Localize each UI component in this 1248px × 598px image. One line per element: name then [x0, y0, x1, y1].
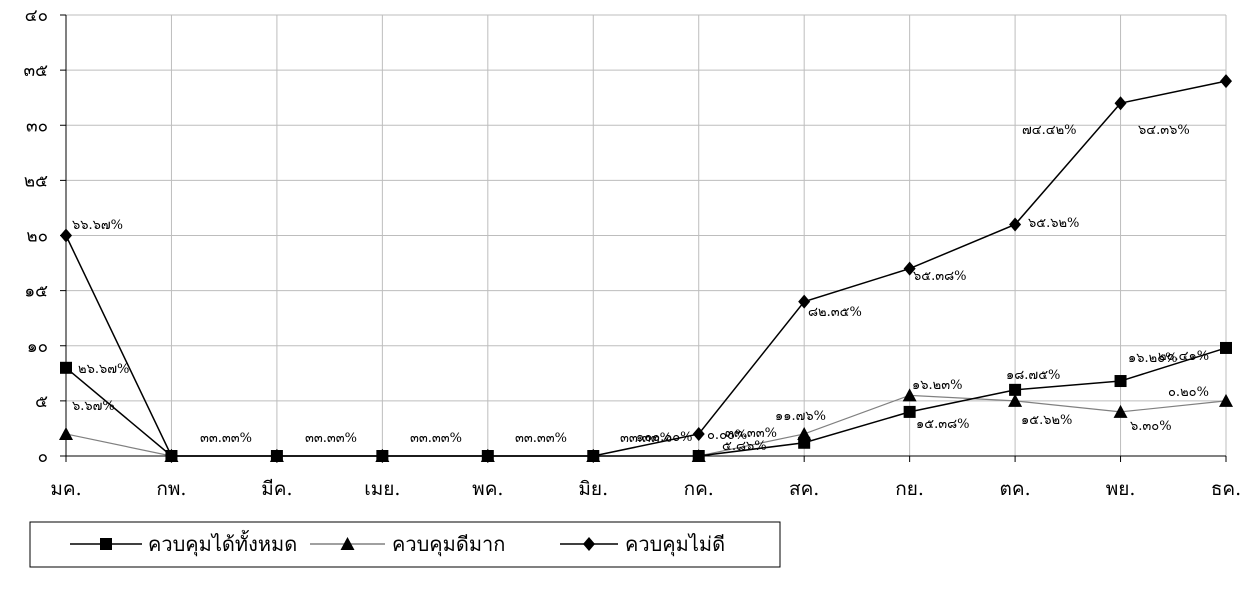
data-label: ๓๓.๓๓% [305, 431, 357, 446]
x-tick-label: เมย. [364, 478, 400, 500]
diamond-marker [481, 449, 494, 463]
diamond-marker [60, 228, 72, 243]
series-diamond [60, 74, 1232, 463]
legend-label: ควบคุมดีมาก [392, 532, 505, 557]
data-label: ๖๖.๖๗% [72, 218, 123, 233]
square-marker [1114, 375, 1127, 388]
y-tick-label: ๒๕ [24, 171, 48, 191]
series-line [65, 80, 1227, 457]
data-label: ๖๕.๓๘% [913, 269, 967, 284]
data-label: ๓๓.๓๓% [725, 426, 777, 441]
y-tick-label: ๐ [38, 447, 48, 467]
diamond-marker [1220, 74, 1232, 89]
data-label: ๑๖.๒๐% [1128, 351, 1178, 366]
y-tick-label: ๓๐ [26, 116, 48, 136]
diamond-marker [1114, 96, 1127, 111]
x-tick-label: ตค. [1000, 478, 1031, 500]
legend-item: ควบคุมได้ทั้งหมด [70, 530, 297, 557]
data-label: ๑๘.๗๕% [1006, 368, 1060, 383]
legend-item: ควบคุมไม่ดี [560, 532, 725, 557]
data-label: ๗๔.๔๒% [1022, 123, 1077, 138]
square-marker [692, 450, 705, 462]
square-marker [1220, 341, 1232, 354]
triangle-marker [1113, 404, 1128, 418]
diamond-marker [270, 449, 283, 463]
diamond-marker [692, 426, 705, 441]
data-label: ๐.๐๐% [707, 428, 747, 443]
diamond-marker [903, 261, 916, 276]
data-label: ๘๒.๓๕% [808, 305, 862, 320]
data-label: ๖.๖๗% [72, 399, 115, 414]
legend: ควบคุมได้ทั้งหมด ควบคุมดีมาก ควบคุมไม่ดี [29, 521, 781, 568]
x-tick-label: กย. [895, 478, 924, 500]
y-tick-label: ๑๕ [24, 282, 48, 302]
data-label: ๖๕.๖๒% [1028, 216, 1079, 231]
x-tick-label: พค. [472, 478, 503, 500]
data-label: ๓๓.๓๓% [410, 431, 462, 446]
data-label: ๒๖.๖๗% [78, 362, 129, 377]
y-tick-label: ๑๐ [27, 337, 48, 357]
square-marker [60, 361, 72, 374]
data-label: ๑๖.๒๓% [912, 378, 962, 393]
series-layer [59, 74, 1233, 463]
triangle-marker [902, 388, 917, 402]
x-tick-label: ธค. [1211, 478, 1241, 500]
x-tick-label: พย. [1106, 478, 1136, 500]
x-tick-label: มีค. [261, 478, 292, 500]
data-label: ๐.๒๐% [1168, 385, 1209, 400]
data-label: ๓๓.๓๓% [200, 431, 252, 446]
x-tick-label: สค. [789, 478, 819, 500]
diamond-marker [798, 294, 811, 309]
legend-label: ควบคุมได้ทั้งหมด [148, 530, 297, 557]
square-marker [798, 436, 811, 449]
triangle-marker [797, 426, 812, 440]
x-tick-label: มิย. [578, 478, 608, 500]
data-label: ๓๓.๓๓% [515, 431, 567, 446]
legend-box [29, 521, 781, 568]
y-tick-label: ๔๐ [25, 6, 48, 26]
data-label: ๑๐๐.๐๐% [636, 430, 692, 445]
diamond-marker [583, 537, 595, 551]
legend-label: ควบคุมไม่ดี [625, 532, 725, 557]
grid [66, 14, 1227, 456]
labels-layer: ๖๖.๖๗% ๒๖.๖๗% ๖.๖๗% ๘๒.๓๕% ๕.๘๖% ๑๑.๗๖% ๖๕.๓๘%… [72, 123, 1209, 454]
diamond-marker [587, 449, 600, 463]
data-label: ๖๔.๓๖% [1138, 123, 1190, 138]
x-tick-label: กพ. [156, 478, 186, 500]
square-marker [903, 405, 916, 418]
y-tick-label: ๓๕ [24, 61, 49, 81]
square-marker [1009, 383, 1022, 396]
data-label: ๒๐.๔๑% [1158, 349, 1209, 364]
y-tick-label: ๕ [35, 392, 48, 412]
triangle-marker [1219, 393, 1233, 407]
diamond-marker [165, 449, 178, 463]
legend-item: ควบคุมดีมาก [310, 532, 505, 557]
triangle-marker [340, 537, 355, 550]
square-marker [100, 538, 112, 550]
x-tick-label: กค. [684, 478, 714, 500]
x-tick-label: มค. [50, 478, 81, 500]
y-tick-label: ๒๐ [26, 227, 48, 247]
data-label: ๖.๓๐% [1130, 419, 1172, 434]
data-label: ๑๕.๓๘% [916, 417, 970, 432]
triangle-marker [59, 426, 73, 440]
data-label: ๑๕.๖๒% [1021, 413, 1072, 428]
data-label: ๑๑.๗๖% [775, 409, 826, 424]
diamond-marker [376, 449, 389, 463]
data-label: ๓๓.๓๓% [620, 431, 672, 446]
data-label: ๕.๘๖% [722, 439, 767, 454]
triangle-marker [1008, 393, 1023, 407]
diamond-marker [1009, 217, 1022, 232]
